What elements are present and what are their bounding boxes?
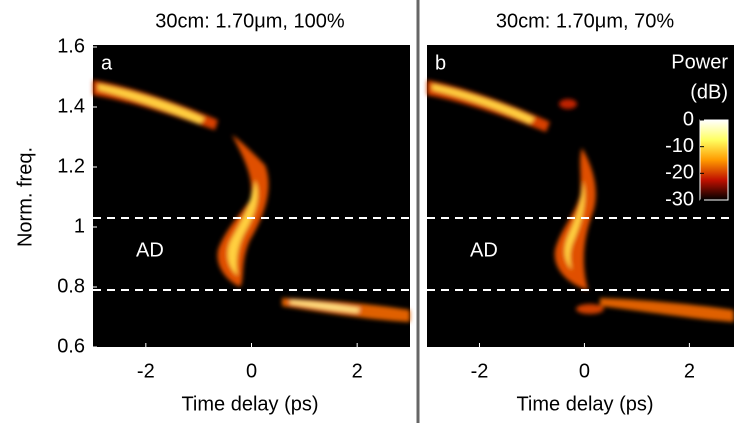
colorbar-tick-label: 0 bbox=[683, 108, 694, 130]
y-tick-label: 0.6 bbox=[57, 335, 85, 357]
colorbar-tick-label: -20 bbox=[665, 162, 694, 184]
colorbar-label: (dB) bbox=[690, 81, 728, 103]
y-tick-label: 1.6 bbox=[57, 35, 85, 57]
x-tick-label: 0 bbox=[246, 360, 257, 382]
y-axis-label: Norm. freq. bbox=[14, 147, 36, 247]
spectrogram bbox=[427, 80, 734, 322]
y-tick-label: 1 bbox=[74, 215, 85, 237]
x-tick-label: 2 bbox=[352, 360, 363, 382]
chart-title: 30cm: 1.70μm, 70% bbox=[496, 10, 674, 32]
annotation: AD bbox=[470, 239, 498, 261]
annotation: AD bbox=[136, 239, 164, 261]
x-tick-label: 2 bbox=[684, 360, 695, 382]
panel-label: a bbox=[101, 52, 113, 74]
colorbar-label: Power bbox=[671, 51, 728, 73]
chart-title: 30cm: 1.70μm, 100% bbox=[155, 10, 345, 32]
x-tick-label: 0 bbox=[579, 360, 590, 382]
colorbar-tick-label: -30 bbox=[665, 188, 694, 210]
colorbar-tick-label: -10 bbox=[665, 135, 694, 157]
y-tick-label: 1.4 bbox=[57, 95, 85, 117]
spectrogram bbox=[93, 80, 410, 322]
panel-label: b bbox=[435, 52, 446, 74]
y-tick-label: 1.2 bbox=[57, 155, 85, 177]
x-axis-label: Time delay (ps) bbox=[516, 393, 653, 415]
y-tick-label: 0.8 bbox=[57, 275, 85, 297]
x-tick-label: -2 bbox=[471, 360, 489, 382]
x-axis-label: Time delay (ps) bbox=[181, 393, 318, 415]
x-tick-label: -2 bbox=[137, 360, 155, 382]
colorbar bbox=[699, 119, 729, 201]
